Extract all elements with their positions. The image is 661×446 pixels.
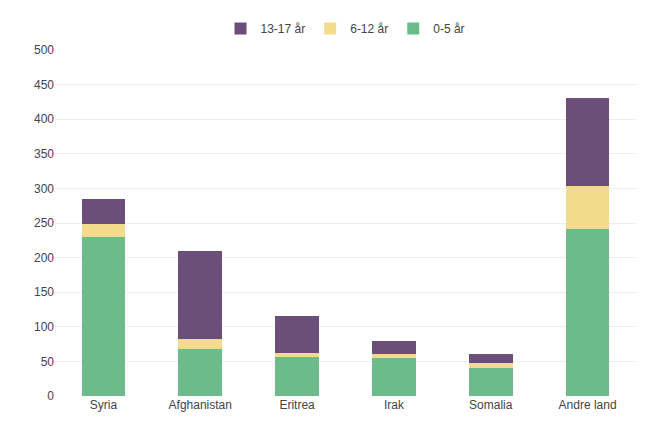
svg-text:Andre land: Andre land [559, 398, 617, 412]
svg-text:6-12 år: 6-12 år [350, 22, 388, 36]
svg-text:50: 50 [41, 355, 55, 369]
svg-text:Afghanistan: Afghanistan [169, 398, 232, 412]
svg-text:0-5 år: 0-5 år [433, 22, 464, 36]
svg-text:13-17 år: 13-17 år [261, 22, 306, 36]
svg-text:0: 0 [47, 389, 54, 403]
svg-text:Eritrea: Eritrea [279, 398, 315, 412]
svg-text:350: 350 [34, 147, 54, 161]
svg-text:100: 100 [34, 320, 54, 334]
svg-text:Irak: Irak [384, 398, 405, 412]
svg-text:450: 450 [34, 78, 54, 92]
svg-text:200: 200 [34, 251, 54, 265]
svg-text:Syria: Syria [90, 398, 118, 412]
svg-text:500: 500 [34, 43, 54, 57]
svg-text:150: 150 [34, 285, 54, 299]
svg-text:300: 300 [34, 182, 54, 196]
svg-text:250: 250 [34, 216, 54, 230]
svg-text:Somalia: Somalia [469, 398, 513, 412]
svg-text:400: 400 [34, 112, 54, 126]
